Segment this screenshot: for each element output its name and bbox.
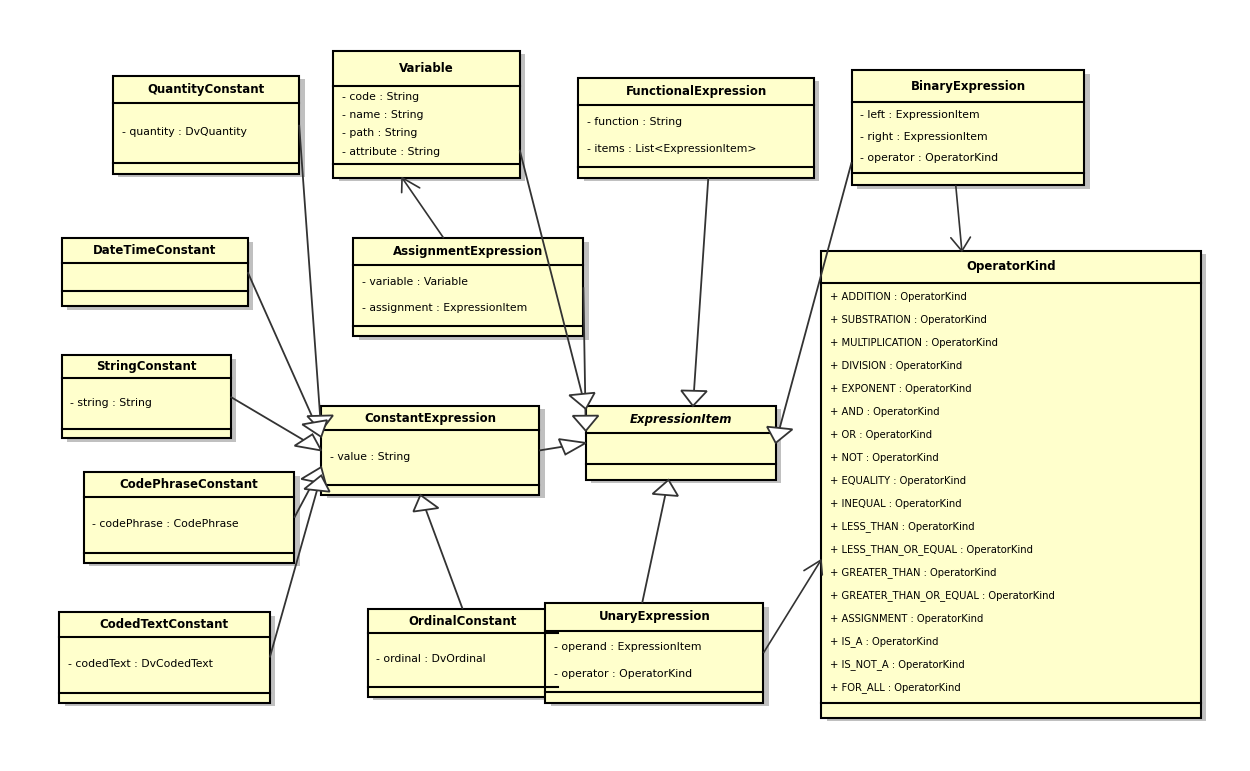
Text: + AND : OperatorKind: + AND : OperatorKind — [830, 407, 939, 417]
Text: OperatorKind: OperatorKind — [966, 261, 1056, 274]
Text: ExpressionItem: ExpressionItem — [630, 412, 732, 426]
Text: - codePhrase : CodePhrase: - codePhrase : CodePhrase — [92, 519, 239, 529]
Text: StringConstant: StringConstant — [96, 360, 196, 373]
Polygon shape — [768, 426, 792, 443]
Bar — [65, 615, 275, 706]
Bar — [352, 238, 584, 336]
Text: + LESS_THAN_OR_EQUAL : OperatorKind: + LESS_THAN_OR_EQUAL : OperatorKind — [830, 544, 1032, 555]
Bar — [821, 251, 1201, 718]
Text: - items : List<ExpressionItem>: - items : List<ExpressionItem> — [588, 143, 756, 153]
Text: - value : String: - value : String — [330, 452, 410, 462]
Text: + MULTIPLICATION : OperatorKind: + MULTIPLICATION : OperatorKind — [830, 338, 998, 348]
Bar — [851, 70, 1085, 185]
Text: + GREATER_THAN_OR_EQUAL : OperatorKind: + GREATER_THAN_OR_EQUAL : OperatorKind — [830, 590, 1055, 601]
Polygon shape — [302, 420, 328, 437]
Text: + INEQUAL : OperatorKind: + INEQUAL : OperatorKind — [830, 499, 961, 509]
Bar — [326, 409, 545, 499]
Text: CodePhraseConstant: CodePhraseConstant — [120, 478, 259, 491]
Text: + DIVISION : OperatorKind: + DIVISION : OperatorKind — [830, 361, 961, 371]
Text: + OR : OperatorKind: + OR : OperatorKind — [830, 429, 931, 439]
Text: - right : ExpressionItem: - right : ExpressionItem — [860, 132, 988, 142]
Text: + LESS_THAN : OperatorKind: + LESS_THAN : OperatorKind — [830, 521, 974, 532]
Text: + GREATER_THAN : OperatorKind: + GREATER_THAN : OperatorKind — [830, 567, 996, 578]
Bar — [61, 238, 248, 306]
Text: - operand : ExpressionItem: - operand : ExpressionItem — [554, 642, 701, 652]
Text: AssignmentExpression: AssignmentExpression — [392, 245, 544, 258]
Polygon shape — [414, 495, 439, 511]
Bar — [545, 603, 764, 703]
Text: + ASSIGNMENT : OperatorKind: + ASSIGNMENT : OperatorKind — [830, 614, 982, 624]
Text: - ordinal : DvOrdinal: - ordinal : DvOrdinal — [376, 654, 486, 664]
Text: - function : String: - function : String — [588, 117, 683, 127]
Text: ConstantExpression: ConstantExpression — [364, 412, 496, 425]
Text: + IS_NOT_A : OperatorKind: + IS_NOT_A : OperatorKind — [830, 659, 964, 670]
Text: + EXPONENT : OperatorKind: + EXPONENT : OperatorKind — [830, 384, 971, 394]
Text: BinaryExpression: BinaryExpression — [910, 79, 1025, 93]
Text: - quantity : DvQuantity: - quantity : DvQuantity — [121, 126, 246, 136]
Bar — [334, 51, 520, 178]
Bar — [579, 78, 814, 178]
Bar — [826, 254, 1206, 722]
Bar — [374, 612, 564, 700]
Text: - variable : Variable: - variable : Variable — [361, 277, 468, 287]
Text: - name : String: - name : String — [342, 110, 424, 120]
Bar — [68, 359, 236, 442]
Text: DateTimeConstant: DateTimeConstant — [92, 244, 216, 257]
Polygon shape — [572, 416, 599, 431]
Text: QuantityConstant: QuantityConstant — [148, 82, 265, 96]
Text: - string : String: - string : String — [70, 398, 152, 408]
Bar — [321, 406, 539, 495]
Bar — [586, 406, 776, 480]
Text: + ADDITION : OperatorKind: + ADDITION : OperatorKind — [830, 292, 966, 302]
Polygon shape — [301, 467, 326, 484]
Text: + NOT : OperatorKind: + NOT : OperatorKind — [830, 453, 939, 463]
Bar — [112, 76, 299, 174]
Bar — [84, 473, 294, 563]
Text: - left : ExpressionItem: - left : ExpressionItem — [860, 110, 980, 120]
Bar — [59, 612, 270, 703]
Bar — [858, 74, 1090, 189]
Text: - codedText : DvCodedText: - codedText : DvCodedText — [68, 658, 213, 668]
Bar — [61, 355, 230, 439]
Text: - operator : OperatorKind: - operator : OperatorKind — [860, 153, 999, 163]
Text: FunctionalExpression: FunctionalExpression — [625, 85, 766, 98]
Polygon shape — [308, 416, 332, 431]
Bar — [359, 241, 589, 340]
Text: OrdinalConstant: OrdinalConstant — [409, 614, 518, 628]
Text: + EQUALITY : OperatorKind: + EQUALITY : OperatorKind — [830, 476, 966, 486]
Text: + FOR_ALL : OperatorKind: + FOR_ALL : OperatorKind — [830, 682, 960, 693]
Text: + SUBSTRATION : OperatorKind: + SUBSTRATION : OperatorKind — [830, 315, 986, 325]
Text: - attribute : String: - attribute : String — [342, 146, 440, 157]
Text: Variable: Variable — [399, 62, 454, 75]
Polygon shape — [304, 476, 330, 492]
Bar — [119, 79, 305, 177]
Bar — [339, 54, 525, 181]
Polygon shape — [652, 480, 678, 496]
Polygon shape — [295, 434, 321, 450]
Polygon shape — [681, 390, 706, 406]
Text: - assignment : ExpressionItem: - assignment : ExpressionItem — [361, 303, 528, 313]
Bar — [591, 409, 781, 483]
Bar — [584, 82, 819, 181]
Bar — [368, 609, 558, 697]
Text: - code : String: - code : String — [342, 92, 419, 102]
Text: CodedTextConstant: CodedTextConstant — [100, 618, 229, 631]
Text: - operator : OperatorKind: - operator : OperatorKind — [554, 669, 692, 679]
Bar — [68, 241, 254, 310]
Text: + IS_A : OperatorKind: + IS_A : OperatorKind — [830, 636, 938, 647]
Bar — [551, 607, 769, 706]
Polygon shape — [559, 439, 586, 454]
Polygon shape — [569, 392, 595, 409]
Bar — [89, 476, 300, 567]
Text: - path : String: - path : String — [342, 129, 418, 139]
Text: UnaryExpression: UnaryExpression — [599, 611, 710, 623]
